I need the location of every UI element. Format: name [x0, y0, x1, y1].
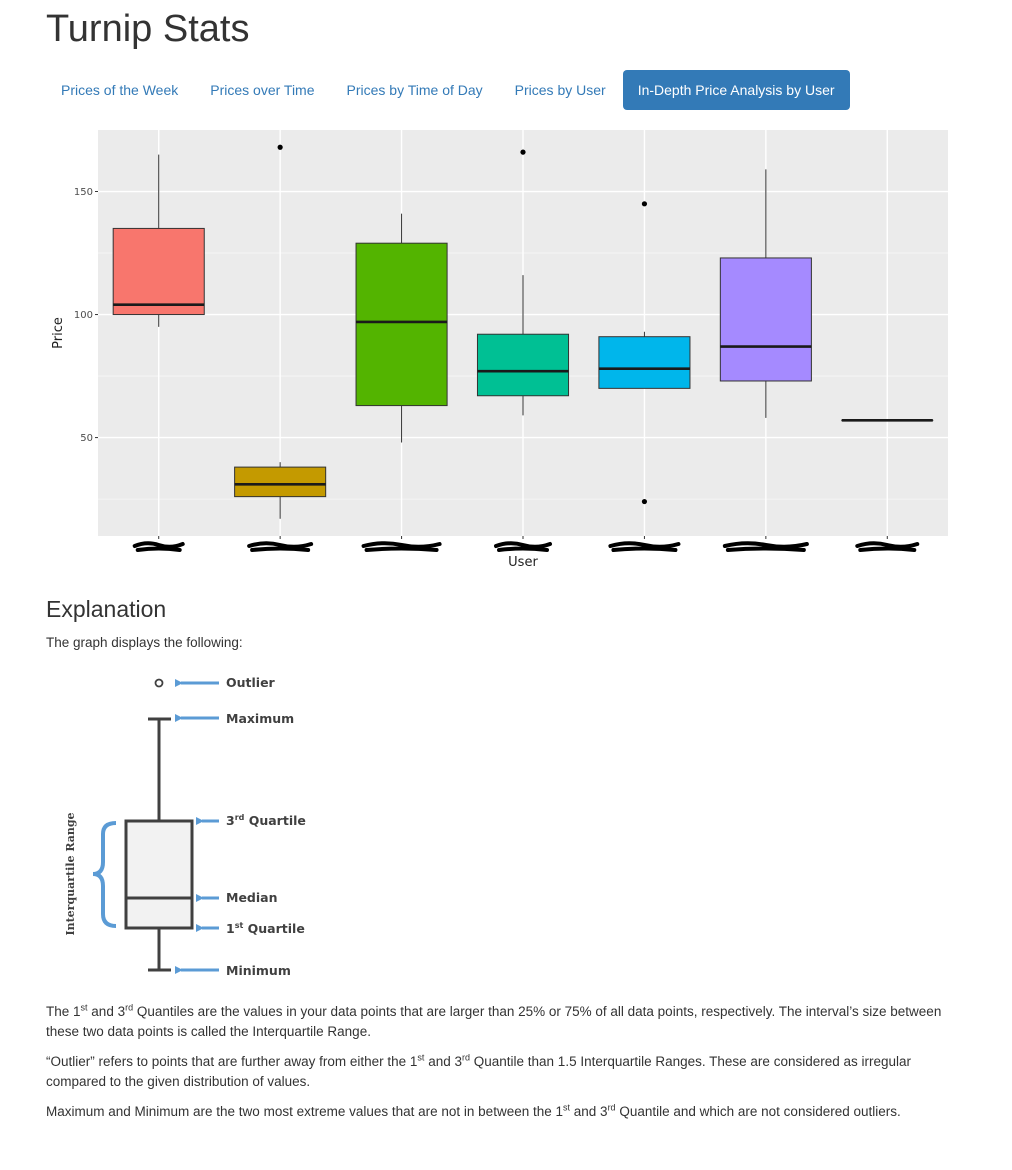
boxplot-svg: 50 100 150 User Price [51, 130, 948, 570]
y-tick-label: 150 [74, 187, 93, 198]
redacted-x-label [494, 541, 552, 552]
explanation-intro: The graph displays the following: [46, 635, 243, 650]
nav-tabs: Prices of the Week Prices over Time Pric… [46, 70, 852, 110]
minimum-label: Minimum [226, 963, 291, 978]
y-tick-label: 100 [74, 310, 93, 321]
box [719, 257, 812, 382]
redacted-x-label [608, 541, 681, 552]
boxplot-chart: 50 100 150 User Price [46, 124, 966, 574]
tab-prices-by-user[interactable]: Prices by User [514, 82, 606, 98]
redacted-x-label [722, 541, 809, 552]
box [234, 466, 327, 498]
app-title: Turnip Stats [46, 8, 250, 50]
tab-prices-over-time[interactable]: Prices over Time [210, 82, 315, 98]
redacted-x-label [247, 541, 314, 552]
outlier-circle-icon [154, 678, 164, 688]
q1-label: 1st Quartile [226, 921, 305, 936]
y-axis-title: Price [51, 317, 66, 349]
tab-prices-of-the-week[interactable]: Prices of the Week [61, 82, 179, 98]
outlier-label: Outlier [226, 675, 276, 690]
box [476, 333, 570, 397]
redacted-x-label [855, 541, 920, 552]
boxplot-legend-diagram: Interquartile Range Outlier Maximum 3rd … [64, 675, 306, 978]
box [598, 336, 691, 389]
maximum-label: Maximum [226, 711, 294, 726]
box [355, 242, 448, 407]
iqr-brace-icon [92, 821, 117, 928]
outlier-point [641, 201, 648, 207]
tab-prices-by-time-of-day[interactable]: Prices by Time of Day [346, 82, 483, 98]
outlier-point [277, 144, 283, 150]
outlier-point [641, 498, 648, 505]
iqr-label: Interquartile Range [64, 812, 77, 935]
median-label: Median [226, 890, 277, 905]
y-tick-label: 50 [80, 433, 93, 444]
x-axis-title: User [508, 555, 538, 570]
iqr-box [124, 819, 194, 930]
explanation-quartiles-paragraph: The 1st and 3rd Quantiles are the values… [46, 1002, 942, 1039]
q3-label: 3rd Quartile [226, 813, 306, 828]
explanation-outlier-paragraph: “Outlier” refers to points that are furt… [46, 1052, 912, 1089]
explanation-title: Explanation [46, 596, 167, 622]
redacted-x-label [361, 541, 442, 552]
box [112, 227, 205, 316]
tab-in-depth-price-analysis-by-user[interactable]: In-Depth Price Analysis by User [622, 70, 850, 110]
redacted-x-label [132, 541, 185, 552]
outlier-point [520, 149, 526, 155]
explanation-extremes-paragraph: Maximum and Minimum are the two most ext… [46, 1102, 901, 1119]
